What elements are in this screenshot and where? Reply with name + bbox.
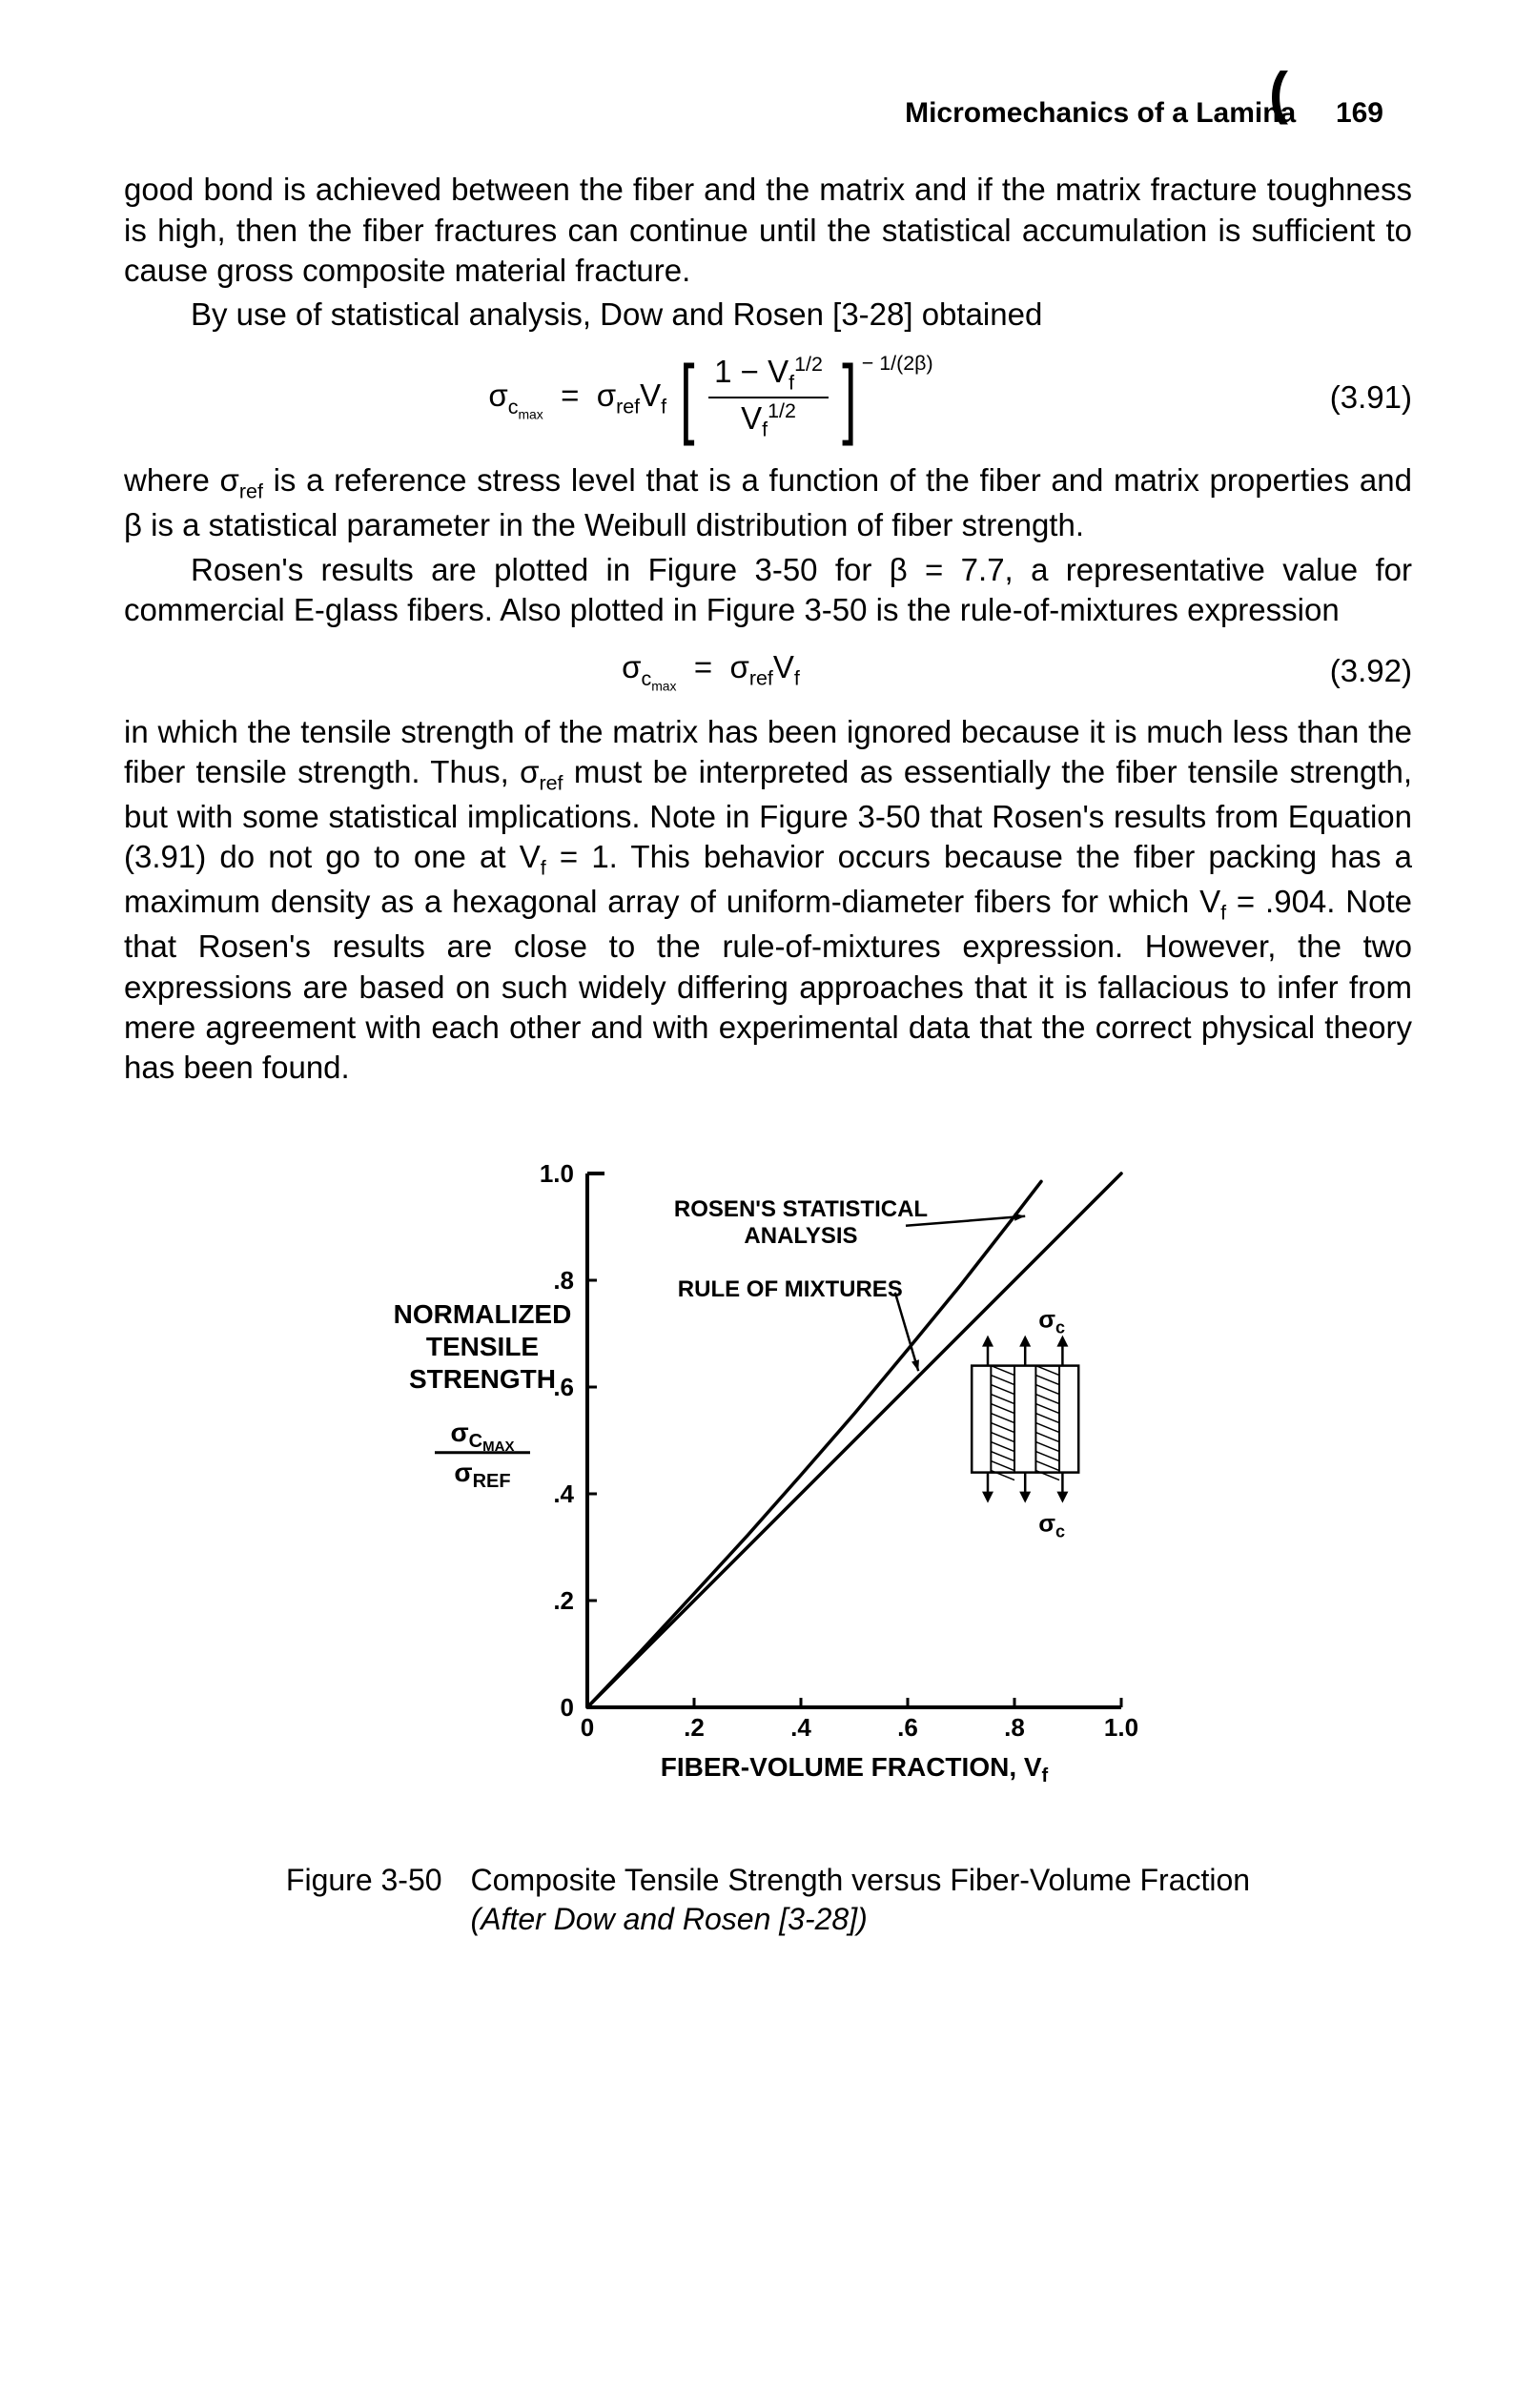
sigma-2: σ: [622, 649, 641, 684]
page: ( Micromechanics of a Lamina 169 good bo…: [0, 0, 1536, 2408]
sigma-ref-2: σ: [730, 649, 749, 684]
exponent: − 1/(2β): [862, 352, 933, 375]
stray-paren: (: [1269, 57, 1288, 131]
svg-text:σREF: σREF: [454, 1458, 510, 1492]
right-bracket: ]: [842, 362, 856, 433]
svg-text:.4: .4: [553, 1479, 574, 1508]
numerator-text: 1 − V: [714, 354, 788, 389]
left-bracket: [: [680, 362, 694, 433]
svg-text:.6: .6: [897, 1713, 918, 1742]
caption-cite: (After Dow and Rosen [3-28]): [471, 1902, 868, 1936]
svg-text:σc: σc: [1038, 1509, 1065, 1541]
svg-text:1.0: 1.0: [539, 1159, 573, 1188]
max-sub: max: [518, 406, 543, 421]
max-sub-2: max: [651, 678, 676, 693]
p3-ref-sub: ref: [239, 480, 263, 503]
paragraph-3: where σref is a reference stress level t…: [124, 460, 1412, 545]
ref-sub: ref: [616, 396, 640, 418]
caption-main: Composite Tensile Strength versus Fiber-…: [471, 1863, 1251, 1897]
svg-text:NORMALIZED: NORMALIZED: [393, 1299, 571, 1329]
p5-ref-sub: ref: [540, 772, 563, 795]
f-sub-2: f: [794, 667, 800, 690]
c-sub-2: c: [641, 667, 651, 690]
svg-text:FIBER-VOLUME FRACTION, Vf: FIBER-VOLUME FRACTION, Vf: [660, 1752, 1048, 1786]
svg-text:ANALYSIS: ANALYSIS: [744, 1223, 857, 1249]
v-den: V: [741, 400, 762, 436]
half-sup-den: 1/2: [768, 399, 796, 422]
svg-text:RULE OF MIXTURES: RULE OF MIXTURES: [677, 1276, 902, 1302]
svg-text:.8: .8: [1004, 1713, 1025, 1742]
caption-label: Figure 3-50: [286, 1861, 442, 1939]
svg-text:STRENGTH: STRENGTH: [409, 1364, 556, 1394]
equation-3-92-body: σcmax = σrefVf: [124, 647, 1298, 695]
svg-text:.6: .6: [553, 1373, 574, 1401]
equals-2: =: [694, 649, 712, 684]
equation-3-92: σcmax = σrefVf (3.92): [124, 647, 1412, 695]
svg-text:.4: .4: [790, 1713, 811, 1742]
svg-text:0: 0: [560, 1693, 573, 1722]
svg-text:0: 0: [580, 1713, 593, 1742]
equation-3-91-body: σcmax = σrefVf [ 1 − Vf1/2 Vf1/2 ]− 1/(2…: [124, 352, 1298, 443]
svg-text:.2: .2: [684, 1713, 705, 1742]
header-title: Micromechanics of a Lamina: [905, 97, 1296, 129]
svg-text:σc: σc: [1038, 1305, 1065, 1337]
svg-text:ROSEN'S STATISTICAL: ROSEN'S STATISTICAL: [673, 1196, 927, 1222]
v: V: [640, 378, 661, 413]
fraction: 1 − Vf1/2 Vf1/2: [708, 352, 829, 443]
svg-text:.8: .8: [553, 1266, 574, 1295]
svg-text:.2: .2: [553, 1586, 574, 1615]
page-header: Micromechanics of a Lamina 169: [124, 95, 1412, 132]
equals: =: [561, 378, 579, 413]
v-2: V: [773, 649, 794, 684]
equation-number-3-92: (3.92): [1298, 651, 1412, 691]
svg-text:σCMAX: σCMAX: [450, 1418, 514, 1455]
equation-number-3-91: (3.91): [1298, 378, 1412, 418]
half-sup-num: 1/2: [794, 353, 823, 376]
sigma: σ: [488, 378, 507, 413]
paragraph-1: good bond is achieved between the fiber …: [124, 170, 1412, 291]
f-sub: f: [661, 396, 666, 418]
svg-text:1.0: 1.0: [1103, 1713, 1137, 1742]
header-page-number: 169: [1336, 97, 1383, 129]
figure-caption: Figure 3-50 Composite Tensile Strength v…: [124, 1861, 1412, 1939]
equation-3-91: σcmax = σrefVf [ 1 − Vf1/2 Vf1/2 ]− 1/(2…: [124, 352, 1412, 443]
paragraph-5: in which the tensile strength of the mat…: [124, 712, 1412, 1089]
figure-3-50: 0 .2 .4 .6 .8 1.0 0 .2 .4 .6 .8 1.0 ROSEN'S STATISTI…: [124, 1135, 1412, 1938]
chart-svg: 0 .2 .4 .6 .8 1.0 0 .2 .4 .6 .8 1.0 ROSEN'S STATISTI…: [378, 1135, 1159, 1822]
paragraph-2: By use of statistical analysis, Dow and …: [124, 295, 1412, 335]
sigma-ref: σ: [597, 378, 616, 413]
svg-text:TENSILE: TENSILE: [425, 1332, 538, 1361]
paragraph-4: Rosen's results are plotted in Figure 3-…: [124, 550, 1412, 630]
c-sub: c: [508, 396, 519, 418]
caption-text: Composite Tensile Strength versus Fiber-…: [471, 1861, 1251, 1939]
ref-sub-2: ref: [749, 667, 773, 690]
p3-a: where σ: [124, 462, 239, 498]
p3-b: is a reference stress level that is a fu…: [124, 462, 1412, 542]
